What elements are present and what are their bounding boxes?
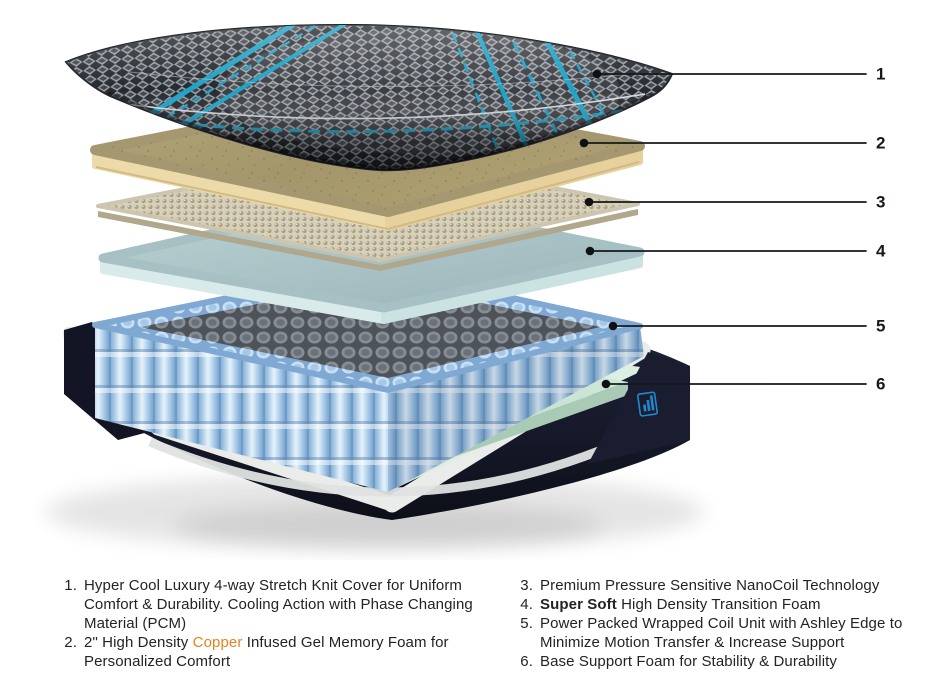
callout-dot [579,138,589,148]
callout-number: 6 [876,375,885,394]
legend-item-number: 6. [520,653,533,670]
legend-item-1: 1. Hyper Cool Luxury 4-way Stretch Knit … [60,576,512,633]
legend-text-before: Power Packed Wrapped Coil Unit with Ashl… [540,615,903,651]
callout-2: 2 [579,134,885,153]
legend-item-number: 4. [520,596,533,613]
legend-item-6: 6. Base Support Foam for Stability & Dur… [516,652,922,671]
legend-item-number: 1. [64,577,77,594]
legend-item-number: 2. [64,634,77,651]
callout-number: 4 [876,242,886,261]
legend-text-before: 2" High Density [84,634,193,651]
legend-item-5: 5. Power Packed Wrapped Coil Unit with A… [516,614,922,652]
callout-dot [584,197,594,207]
callout-3: 3 [584,193,885,212]
legend-text-highlight: Copper [192,634,243,651]
legend-item-text: Power Packed Wrapped Coil Unit with Ashl… [540,614,922,652]
legend-item-text: 2" High Density Copper Infused Gel Memor… [84,633,512,671]
legend-column-left: 1. Hyper Cool Luxury 4-way Stretch Knit … [60,576,512,671]
callout-dot [585,246,595,256]
callout-1: 1 [592,65,885,84]
legend-item-text: Super Soft High Density Transition Foam [540,595,922,614]
legend-text-before: Hyper Cool Luxury 4-way Stretch Knit Cov… [84,577,473,632]
legend-text-before: Premium Pressure Sensitive NanoCoil Tech… [540,577,880,594]
layer-knit-cover [64,23,674,172]
legend-item-4: 4. Super Soft High Density Transition Fo… [516,595,922,614]
brand-logo [637,391,658,417]
callout-number: 5 [876,317,885,336]
callouts: 1 2 3 4 5 6 [579,65,886,394]
legend-item-number: 5. [520,615,533,632]
legend-item-2: 2. 2" High Density Copper Infused Gel Me… [60,633,512,671]
callout-4: 4 [585,242,886,261]
callout-6: 6 [601,375,885,394]
legend-column-right: 3. Premium Pressure Sensitive NanoCoil T… [516,576,922,671]
legend-item-3: 3. Premium Pressure Sensitive NanoCoil T… [516,576,922,595]
legend-text-before: Base Support Foam for Stability & Durabi… [540,653,838,670]
callout-dot [601,379,611,389]
callout-dot [608,321,618,331]
mattress-exploded-diagram: 1 2 3 4 5 6 [45,23,886,550]
legend-text-after: Infused Gel Memory Foam for Personalized… [84,634,449,670]
legend-item-text: Hyper Cool Luxury 4-way Stretch Knit Cov… [84,576,512,633]
legend-text-after: High Density Transition Foam [616,596,821,613]
legend-item-text: Base Support Foam for Stability & Durabi… [540,652,922,671]
callout-number: 3 [876,193,885,212]
callout-dot [592,69,602,79]
callout-number: 1 [876,65,885,84]
legend-item-text: Premium Pressure Sensitive NanoCoil Tech… [540,576,922,595]
callout-5: 5 [608,317,885,336]
legend-item-number: 3. [520,577,533,594]
legend-text-highlight: Super Soft [540,596,617,613]
callout-number: 2 [876,134,885,153]
